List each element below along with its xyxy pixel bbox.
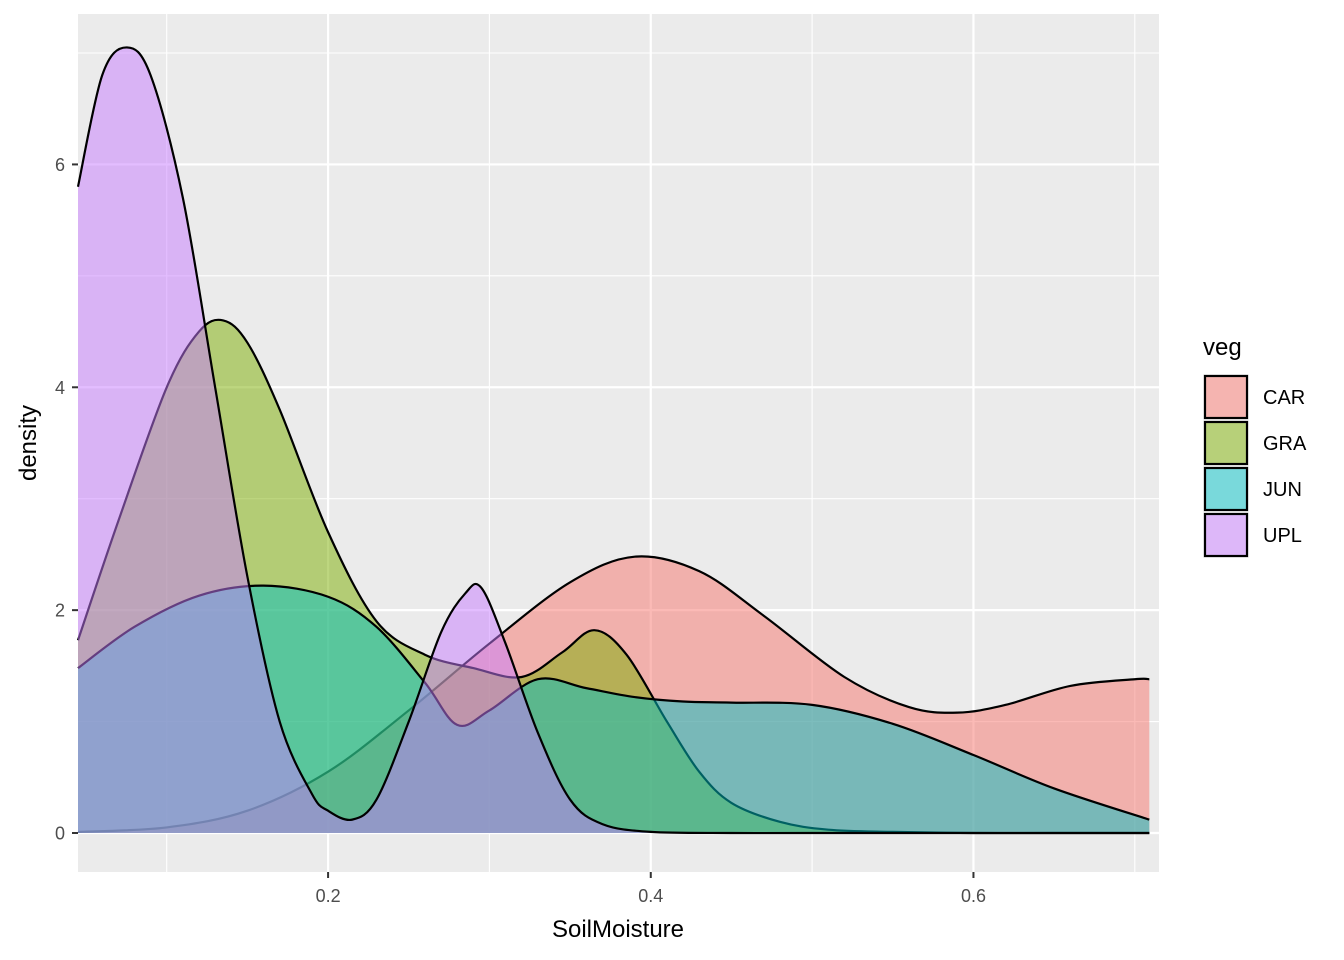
legend-label-upl: UPL	[1263, 525, 1302, 547]
density-line-upl	[76, 46, 1150, 835]
y-axis-title: density	[15, 405, 42, 481]
x-tick-label: 0.2	[316, 886, 341, 906]
density-series	[76, 46, 1150, 835]
legend: veg CAR GRA JUN UPL	[1203, 334, 1307, 558]
y-tick-label: 0	[55, 824, 65, 844]
legend-label-gra: GRA	[1263, 433, 1307, 455]
legend-label-jun: JUN	[1263, 479, 1302, 501]
y-axis: 0 2 4 6	[55, 155, 78, 844]
legend-swatch-upl	[1203, 512, 1249, 558]
legend-swatch-jun	[1203, 466, 1249, 512]
y-tick-label: 4	[55, 378, 65, 398]
x-axis-title: SoilMoisture	[552, 916, 684, 943]
density-line-jun	[77, 584, 1150, 821]
legend-label-car: CAR	[1263, 387, 1305, 409]
y-tick-label: 2	[55, 601, 65, 621]
y-tick-label: 6	[55, 155, 65, 175]
legend-swatch-gra	[1203, 420, 1249, 466]
legend-swatch-car	[1203, 374, 1249, 420]
density-area-upl	[78, 47, 1150, 834]
density-area-jun	[78, 585, 1150, 833]
x-axis: 0.2 0.4 0.6	[316, 872, 986, 906]
x-tick-label: 0.4	[638, 886, 663, 906]
legend-title: veg	[1203, 334, 1242, 361]
x-tick-label: 0.6	[961, 886, 986, 906]
